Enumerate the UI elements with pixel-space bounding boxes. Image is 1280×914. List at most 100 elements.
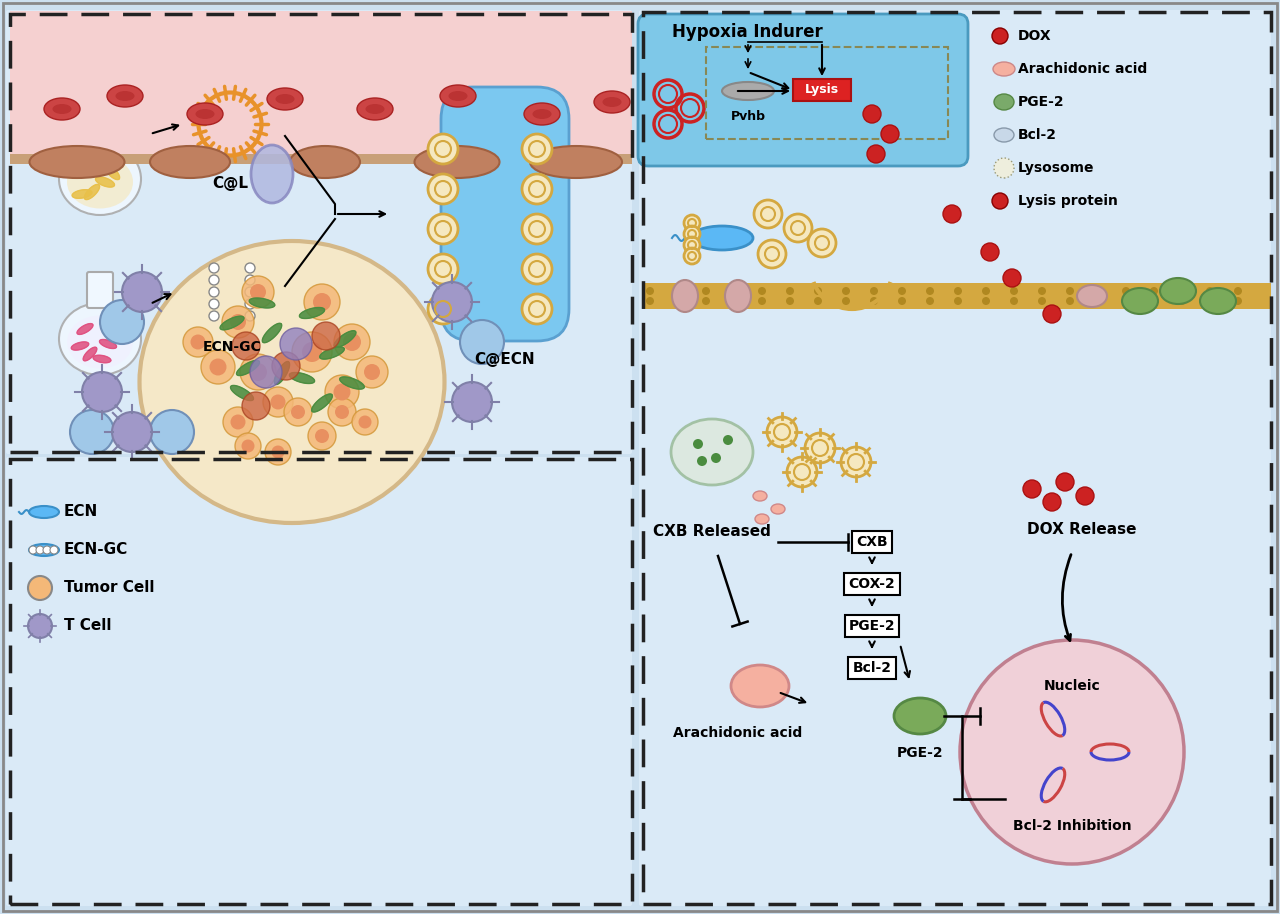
Circle shape [867, 145, 884, 163]
Circle shape [244, 311, 255, 321]
Circle shape [1056, 473, 1074, 491]
Circle shape [925, 287, 934, 295]
Circle shape [841, 447, 870, 477]
Circle shape [244, 299, 255, 309]
Circle shape [646, 287, 654, 295]
Circle shape [232, 332, 260, 360]
Circle shape [899, 297, 906, 305]
Circle shape [982, 287, 989, 295]
Text: Lysis protein: Lysis protein [1018, 194, 1117, 208]
Circle shape [191, 335, 206, 349]
Circle shape [364, 364, 380, 380]
Circle shape [312, 322, 340, 350]
Circle shape [100, 300, 143, 344]
Ellipse shape [115, 91, 134, 101]
Circle shape [201, 350, 236, 384]
Polygon shape [334, 331, 356, 347]
Circle shape [150, 410, 195, 454]
Circle shape [881, 125, 899, 143]
Ellipse shape [1160, 278, 1196, 304]
Circle shape [113, 412, 152, 452]
FancyBboxPatch shape [637, 14, 968, 166]
Circle shape [899, 287, 906, 295]
Circle shape [358, 416, 371, 429]
Polygon shape [311, 394, 333, 412]
Text: PGE-2: PGE-2 [897, 746, 943, 760]
Circle shape [1004, 269, 1021, 287]
Text: DOX Release: DOX Release [1028, 522, 1137, 537]
Circle shape [280, 328, 312, 360]
Circle shape [730, 287, 739, 295]
Ellipse shape [755, 514, 769, 524]
Ellipse shape [1123, 288, 1158, 314]
Ellipse shape [724, 280, 751, 312]
Ellipse shape [532, 109, 552, 119]
Text: COX-2: COX-2 [849, 577, 896, 591]
Circle shape [209, 263, 219, 273]
Text: Pvhb: Pvhb [731, 110, 765, 123]
Ellipse shape [771, 504, 785, 514]
Circle shape [684, 248, 700, 264]
Ellipse shape [672, 280, 698, 312]
Circle shape [995, 158, 1014, 178]
Ellipse shape [995, 94, 1014, 110]
Circle shape [698, 456, 707, 466]
Circle shape [244, 275, 255, 285]
Ellipse shape [67, 155, 133, 208]
Text: ECN-GC: ECN-GC [202, 340, 261, 354]
Text: Tumor Cell: Tumor Cell [64, 580, 155, 596]
Text: ECN: ECN [64, 505, 99, 519]
Circle shape [1066, 297, 1074, 305]
Ellipse shape [52, 104, 72, 114]
Text: T Cell: T Cell [64, 619, 111, 633]
Circle shape [646, 297, 654, 305]
Text: Lysis: Lysis [805, 83, 840, 97]
Ellipse shape [415, 146, 499, 178]
Ellipse shape [59, 303, 141, 375]
Text: PGE-2: PGE-2 [849, 619, 895, 633]
Circle shape [710, 453, 721, 463]
Circle shape [273, 352, 300, 380]
Ellipse shape [440, 85, 476, 107]
Polygon shape [96, 177, 114, 187]
Circle shape [992, 28, 1009, 44]
Text: Arachidonic acid: Arachidonic acid [673, 726, 803, 740]
Circle shape [1149, 287, 1158, 295]
Circle shape [314, 293, 332, 311]
Circle shape [428, 214, 458, 244]
Text: Lysosome: Lysosome [1018, 161, 1094, 175]
Circle shape [210, 358, 227, 376]
Circle shape [870, 297, 878, 305]
Circle shape [1094, 287, 1102, 295]
Circle shape [265, 439, 291, 465]
Circle shape [1094, 297, 1102, 305]
Circle shape [44, 546, 51, 554]
Text: Bcl-2: Bcl-2 [1018, 128, 1057, 142]
Circle shape [262, 387, 293, 417]
Circle shape [460, 320, 504, 364]
Circle shape [758, 240, 786, 268]
Circle shape [863, 105, 881, 123]
Ellipse shape [366, 104, 384, 114]
Circle shape [980, 243, 998, 261]
Text: Bcl-2 Inhibition: Bcl-2 Inhibition [1012, 819, 1132, 833]
Circle shape [842, 287, 850, 295]
Ellipse shape [448, 91, 467, 101]
Polygon shape [237, 360, 260, 376]
Bar [10, 154, 632, 164]
Circle shape [692, 439, 703, 449]
Ellipse shape [275, 94, 294, 104]
Ellipse shape [44, 98, 79, 120]
Circle shape [701, 287, 710, 295]
Circle shape [701, 297, 710, 305]
Circle shape [334, 384, 351, 400]
Circle shape [522, 134, 552, 164]
Ellipse shape [67, 315, 133, 368]
FancyBboxPatch shape [6, 10, 632, 454]
Bar [10, 14, 632, 452]
Circle shape [992, 193, 1009, 209]
Ellipse shape [731, 665, 788, 707]
Polygon shape [220, 316, 244, 330]
Circle shape [70, 410, 114, 454]
Circle shape [805, 433, 835, 463]
